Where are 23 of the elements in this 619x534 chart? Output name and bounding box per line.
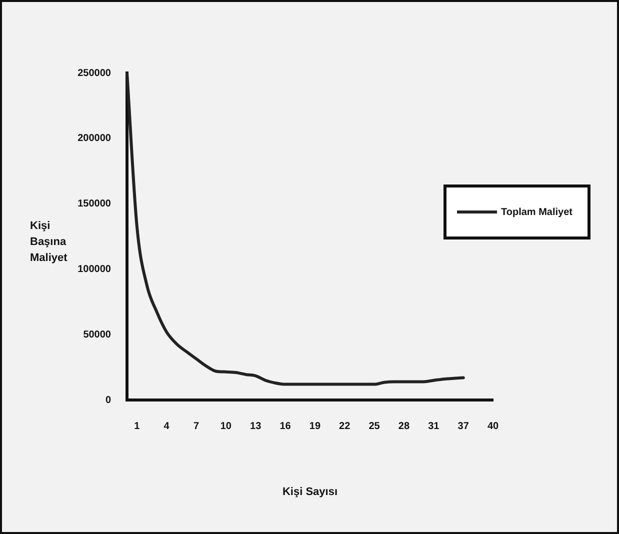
x-tick-label: 31: [428, 420, 440, 432]
line-series: [126, 73, 465, 386]
x-tick-label: 25: [368, 420, 380, 432]
x-tick-label: 28: [398, 420, 410, 432]
x-tick-label: 40: [487, 420, 499, 432]
x-tick-label: 37: [458, 420, 470, 432]
x-tick-label: 22: [339, 420, 351, 432]
y-tick-label: 0: [105, 394, 112, 406]
x-tick-label: 7: [193, 420, 200, 432]
y-tick-label: 100000: [78, 264, 112, 275]
x-tick-label: 16: [280, 420, 292, 432]
x-axis-title: Kişi Sayısı: [282, 486, 338, 498]
x-tick-label: 19: [309, 420, 321, 432]
y-tick-label: 50000: [83, 329, 112, 340]
legend-label: Toplam Maliyet: [501, 206, 574, 218]
x-tick-label: 4: [164, 420, 170, 432]
x-tick-label: 1: [134, 420, 140, 432]
y-tick-label: 150000: [78, 198, 112, 210]
x-tick-label: 13: [250, 420, 262, 432]
y-tick-label: 200000: [78, 133, 112, 144]
y-tick-label: 250000: [78, 68, 112, 79]
y-axis-title: Kişi Başına Maliyet: [30, 220, 68, 264]
x-tick-label: 10: [220, 420, 232, 432]
